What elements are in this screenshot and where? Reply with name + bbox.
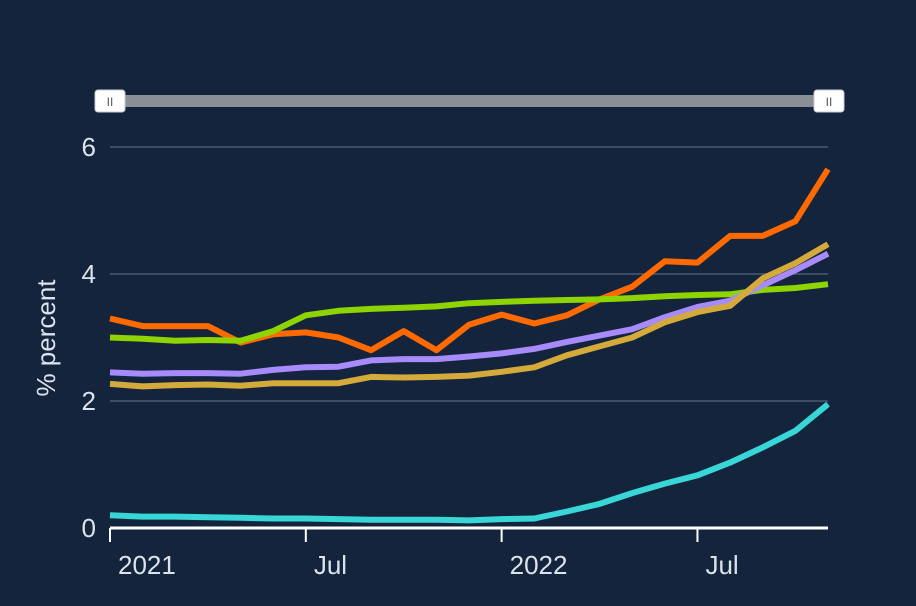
x-tick-label: Jul xyxy=(705,550,738,580)
x-axis: 2021 Jul 2022 Jul xyxy=(109,526,828,580)
y-tick-label: 6 xyxy=(82,132,96,162)
series-line-5[interactable] xyxy=(109,401,830,524)
right-handle-grip-icon: II xyxy=(826,95,833,109)
gridlines xyxy=(110,146,828,402)
navigator-track[interactable] xyxy=(110,95,830,107)
series-line-1[interactable] xyxy=(109,167,831,354)
range-navigator[interactable]: II II xyxy=(94,89,845,113)
series-line-4[interactable] xyxy=(109,241,830,390)
series-line-2[interactable] xyxy=(109,281,829,344)
y-tick-label: 0 xyxy=(82,513,96,543)
navigator-right-handle[interactable]: II xyxy=(813,89,845,113)
y-tick-label: 2 xyxy=(82,386,96,416)
y-tick-label: 4 xyxy=(82,259,96,289)
x-tick-label: 2021 xyxy=(118,550,176,580)
y-axis-ticks: 0 2 4 6 xyxy=(82,132,96,543)
y-axis-title: % percent xyxy=(31,279,61,397)
series-line-3[interactable] xyxy=(109,251,830,377)
x-tick-label: Jul xyxy=(314,550,347,580)
x-tick-label: 2022 xyxy=(510,550,568,580)
navigator-left-handle[interactable]: II xyxy=(94,89,126,113)
left-handle-grip-icon: II xyxy=(107,95,114,109)
series-lines xyxy=(109,167,831,524)
